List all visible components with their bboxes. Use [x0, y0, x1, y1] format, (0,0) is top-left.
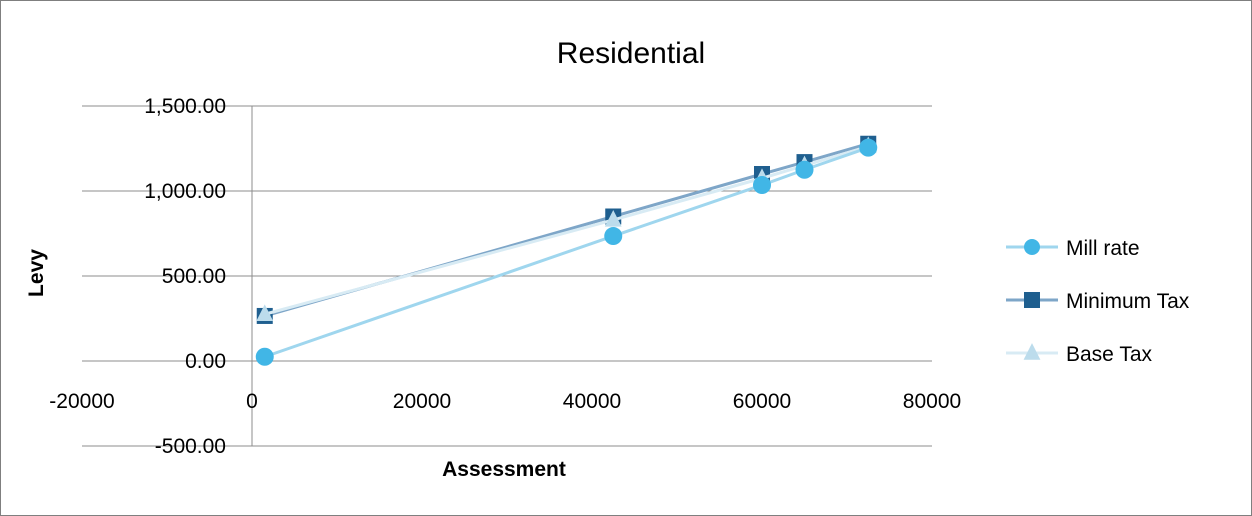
legend: Mill rate Minimum Tax Base Tax — [1006, 237, 1190, 366]
chart-title: Residential — [557, 37, 705, 70]
legend-label: Mill rate — [1066, 237, 1140, 260]
data-point — [1024, 292, 1040, 308]
y-tick-label: 1,000.00 — [144, 180, 226, 203]
data-point — [753, 176, 771, 195]
x-tick-label: 20000 — [393, 390, 451, 413]
x-tick-label: -20000 — [49, 390, 114, 413]
y-tick-label: -500.00 — [155, 435, 226, 458]
x-tick-label: 0 — [246, 390, 258, 413]
x-axis-title: Assessment — [442, 458, 566, 481]
x-tick-label: 80000 — [903, 390, 961, 413]
tick-labels: 1,500.00 1,000.00 500.00 0.00 -500.00 -20000 0… — [49, 95, 961, 458]
series-minimum-tax — [256, 135, 877, 324]
x-tick-label: 40000 — [563, 390, 621, 413]
data-point — [604, 227, 623, 246]
y-tick-label: 500.00 — [162, 265, 226, 288]
series-line — [264, 146, 869, 359]
grid-lines — [82, 105, 932, 447]
series — [255, 135, 878, 366]
y-axis-title: Levy — [25, 249, 48, 297]
data-point — [795, 160, 814, 179]
y-tick-label: 1,500.00 — [144, 95, 226, 118]
data-point — [604, 209, 622, 227]
legend-label: Minimum Tax — [1066, 290, 1190, 313]
legend-item: Base Tax — [1006, 343, 1152, 366]
legend-item: Mill rate — [1006, 237, 1140, 260]
series-mill-rate — [255, 138, 878, 366]
data-point — [256, 304, 274, 321]
data-point — [859, 138, 878, 157]
x-tick-label: 60000 — [733, 390, 791, 413]
y-tick-label: 0.00 — [185, 350, 226, 373]
legend-item: Minimum Tax — [1006, 290, 1190, 313]
data-point — [1024, 239, 1040, 255]
data-point — [1023, 343, 1041, 360]
data-point — [255, 347, 274, 366]
legend-label: Base Tax — [1066, 343, 1152, 366]
